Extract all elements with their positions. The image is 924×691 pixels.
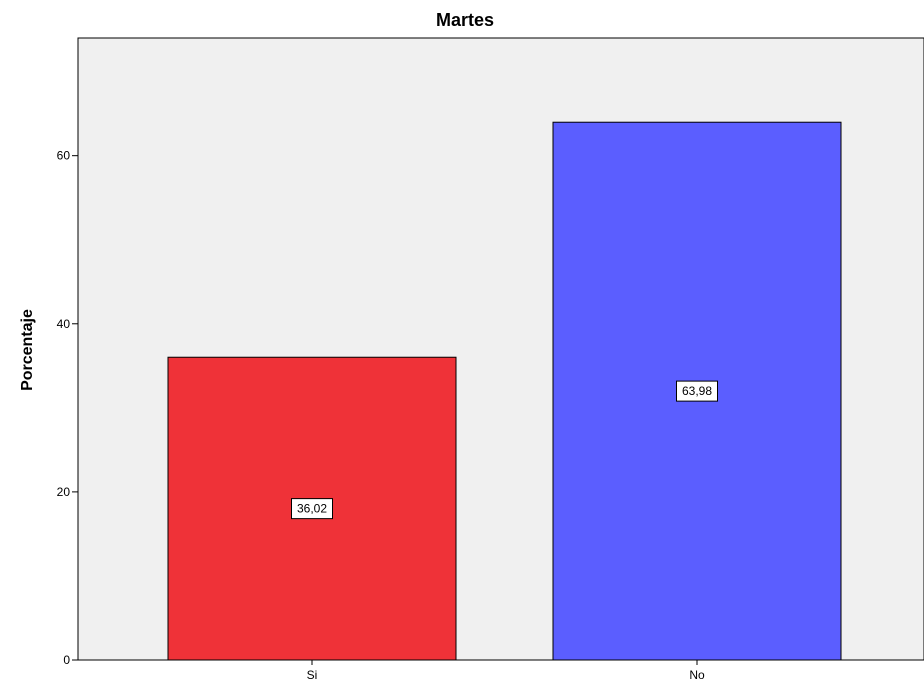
y-tick-label-40: 40 xyxy=(57,317,71,331)
data-label-box-si xyxy=(291,498,333,520)
y-tick-label-20: 20 xyxy=(57,485,71,499)
y-tick-label-60: 60 xyxy=(57,149,71,163)
bars-layer: 36,02 63,98 xyxy=(167,121,842,661)
x-tick-label-no: No xyxy=(689,668,705,682)
data-label-si: 36,02 xyxy=(297,502,327,516)
data-label-no: 63,98 xyxy=(682,384,712,398)
x-tick-label-si: Si xyxy=(307,668,318,682)
data-label-box-no xyxy=(676,380,718,402)
y-tick-label-0: 0 xyxy=(63,653,70,667)
y-axis-label: Porcentaje xyxy=(19,309,36,391)
chart-title: Martes xyxy=(436,10,494,30)
axis-layer: Si No 0 20 40 60 xyxy=(57,149,705,682)
